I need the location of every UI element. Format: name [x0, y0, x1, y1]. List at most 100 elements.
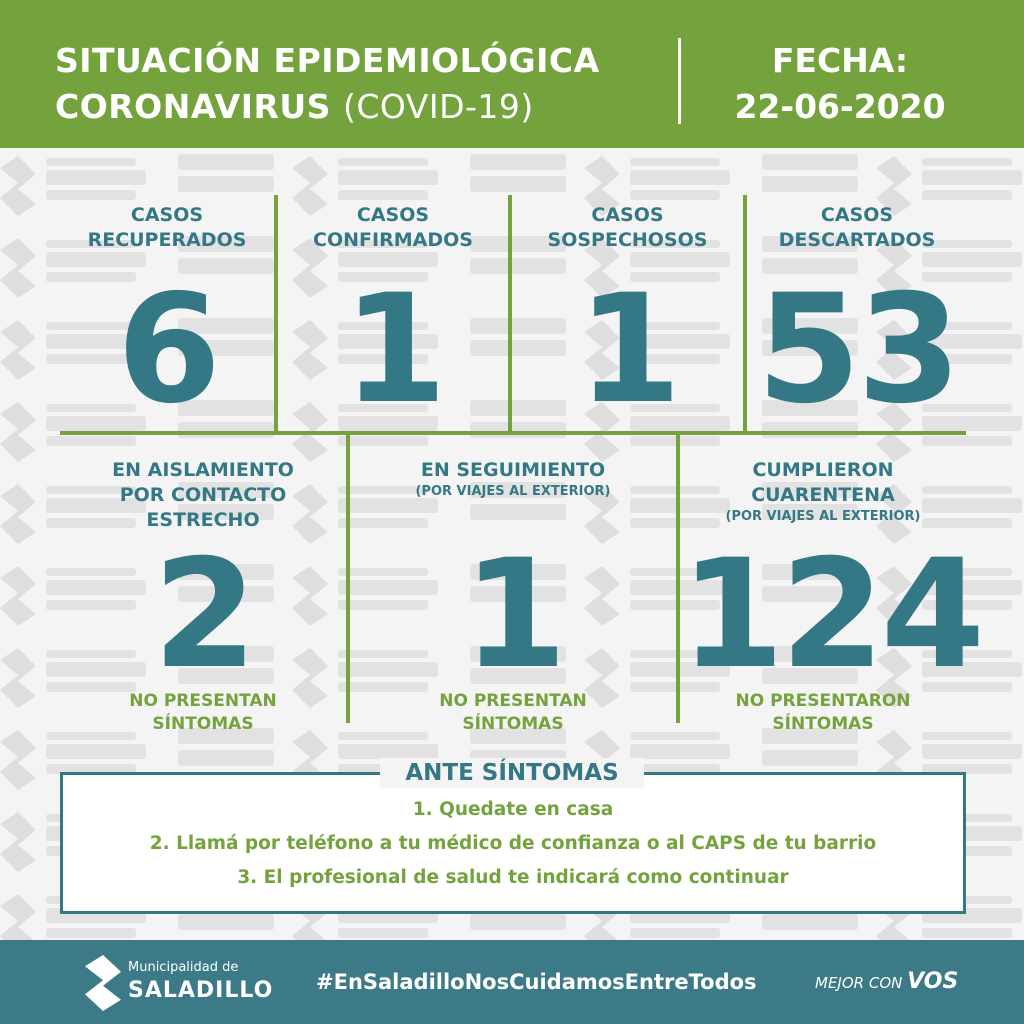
watermark-mark [470, 154, 566, 170]
watermark-mark [470, 646, 566, 662]
watermark-mark [338, 354, 428, 364]
stat-heading: CASOS [591, 204, 664, 226]
watermark-mark [338, 600, 428, 610]
watermark-mark [630, 272, 720, 282]
watermark-mark [178, 914, 274, 930]
watermark-mark [922, 190, 1012, 200]
watermark-mark [338, 486, 428, 494]
stat-foot: NO PRESENTARON [735, 691, 911, 711]
watermark-mark [46, 662, 146, 677]
stat-value: 2 [152, 528, 257, 702]
watermark-logo-icon [0, 238, 36, 298]
watermark-mark [46, 334, 146, 349]
stat-foot: SÍNTOMAS [772, 714, 874, 734]
watermark-mark [46, 240, 136, 248]
watermark-mark [762, 236, 858, 252]
watermark-mark [762, 400, 858, 416]
watermark-mark [762, 668, 858, 684]
watermark-mark [178, 400, 274, 416]
divider [274, 195, 278, 435]
watermark-mark [922, 928, 1012, 938]
watermark-tile [876, 232, 1024, 314]
symptoms-title: ANTE SÍNTOMAS [380, 758, 644, 788]
title-line2: CORONAVIRUS (COVID-19) [55, 84, 600, 130]
watermark-mark [922, 568, 1012, 576]
watermark-tile [0, 642, 292, 724]
watermark-mark [46, 682, 136, 692]
stat-cuarentena: CUMPLIERON CUARENTENA (POR VIAJES AL EXT… [680, 458, 985, 736]
watermark-mark [762, 154, 858, 170]
watermark-mark [762, 586, 858, 602]
watermark-tile [584, 560, 876, 642]
watermark-mark [470, 564, 566, 580]
stat-value: 1 [462, 528, 567, 702]
watermark-logo-icon [0, 156, 36, 216]
stat-descartados: CASOS DESCARTADOS 53 [747, 203, 967, 425]
watermark-mark [922, 322, 1012, 330]
watermark-mark [922, 518, 1012, 528]
page-title: SITUACIÓN EPIDEMIOLÓGICA CORONAVIRUS (CO… [55, 38, 600, 130]
stat-heading: POR CONTACTO [119, 484, 287, 506]
stat-heading: RECUPERADOS [87, 229, 247, 251]
watermark-mark [470, 258, 566, 274]
watermark-mark [46, 600, 136, 610]
watermark-mark [762, 482, 858, 498]
watermark-logo-icon [0, 320, 36, 380]
symptoms-box: 1. Quedate en casa 2. Llamá por teléfono… [60, 772, 966, 914]
stat-heading: ESTRECHO [146, 509, 260, 531]
watermark-mark [922, 662, 1022, 677]
watermark-mark [178, 318, 274, 334]
watermark-mark [630, 190, 720, 200]
watermark-mark [338, 744, 438, 759]
watermark-mark [762, 646, 858, 662]
date-block: FECHA: 22-06-2020 [700, 38, 980, 130]
stat-foot: NO PRESENTAN [129, 691, 277, 711]
watermark-logo-icon [0, 566, 36, 626]
watermark-mark [338, 568, 428, 576]
watermark-mark [338, 158, 428, 166]
watermark-mark [46, 732, 136, 740]
stat-seguimiento: EN SEGUIMIENTO (POR VIAJES AL EXTERIOR) … [350, 458, 676, 736]
watermark-mark [46, 486, 136, 494]
watermark-mark [178, 646, 274, 662]
watermark-mark [178, 586, 274, 602]
date-label: FECHA: [771, 41, 909, 80]
stat-heading: EN SEGUIMIENTO [420, 459, 606, 481]
watermark-mark [922, 580, 1022, 595]
watermark-mark [338, 928, 428, 938]
watermark-mark [338, 580, 438, 595]
stat-aislamiento: EN AISLAMIENTO POR CONTACTO ESTRECHO 2 N… [60, 458, 346, 736]
symptom-item: 3. El profesional de salud te indicará c… [237, 867, 789, 888]
watermark-mark [762, 258, 858, 274]
watermark-logo-icon [0, 648, 36, 708]
watermark-mark [922, 600, 1012, 610]
watermark-mark [338, 436, 428, 446]
watermark-mark [470, 236, 566, 252]
slogan-small: MEJOR CON [815, 974, 903, 992]
watermark-mark [46, 170, 146, 185]
watermark-mark [762, 504, 858, 520]
watermark-mark [178, 176, 274, 192]
watermark-mark [762, 914, 858, 930]
stat-heading: CASOS [820, 204, 894, 226]
divider [508, 195, 512, 435]
watermark-mark [46, 580, 146, 595]
watermark-tile [292, 314, 584, 396]
watermark-mark [470, 340, 566, 356]
watermark-mark [922, 682, 1012, 692]
stat-foot: SÍNTOMAS [462, 714, 564, 734]
watermark-mark [338, 334, 438, 349]
watermark-mark [630, 744, 730, 759]
watermark-mark [630, 404, 720, 412]
watermark-mark [338, 240, 428, 248]
watermark-mark [470, 318, 566, 334]
watermark-mark [762, 750, 858, 766]
stat-heading: CONFIRMADOS [313, 229, 473, 251]
watermark-mark [338, 272, 428, 282]
watermark-mark [46, 498, 146, 513]
watermark-tile [584, 314, 876, 396]
watermark-logo-icon [0, 402, 36, 462]
watermark-mark [470, 482, 566, 498]
watermark-mark [46, 764, 136, 774]
watermark-mark [922, 170, 1022, 185]
